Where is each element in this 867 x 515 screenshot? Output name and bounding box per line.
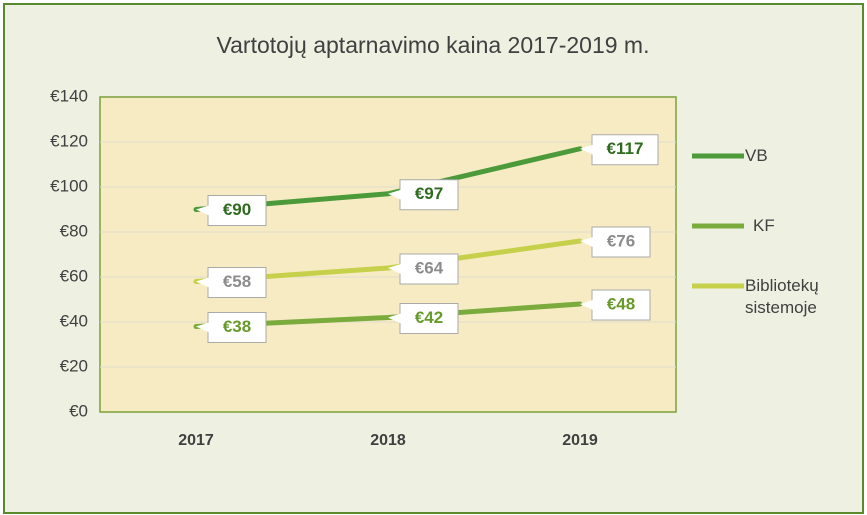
y-tick-label: €120 [50,131,88,150]
data-label-box [207,267,267,298]
plot-area [99,96,677,413]
data-label-pointer [196,205,209,216]
data-label-box [591,289,651,321]
data-label: €90 [223,200,251,219]
y-tick-label: €100 [50,176,88,195]
data-label-box [591,226,651,258]
data-label-box [591,134,659,166]
data-label-box [399,253,459,285]
data-label-box [207,312,267,343]
x-tick-label: 2018 [370,432,406,449]
data-label-pointer [580,300,593,310]
y-tick-label: €20 [60,356,88,375]
data-label-box [399,179,459,211]
data-label: €58 [223,272,251,291]
y-tick-label: €60 [60,266,88,285]
data-label-box [399,303,459,334]
y-tick-label: €80 [60,221,88,240]
data-label-pointer [580,237,593,247]
legend-label: KF [753,216,775,235]
data-label-pointer [196,277,209,288]
data-label-pointer [388,264,401,274]
data-label: €64 [415,258,444,277]
data-label: €48 [607,294,635,313]
data-label-pointer [196,322,209,333]
legend-label: VB [745,146,768,165]
data-label: €42 [415,308,443,327]
data-label: €38 [223,317,251,336]
data-label: €117 [607,139,644,158]
x-tick-label: 2017 [178,432,214,449]
y-tick-label: €0 [69,401,88,420]
data-label-pointer [388,313,401,324]
data-label-box [207,195,267,226]
y-tick-label: €140 [50,86,88,105]
data-label-pointer [388,189,401,200]
data-label: €76 [607,231,635,250]
legend-label: Bibliotekų sistemoje [745,276,819,317]
data-label-pointer [580,144,593,155]
y-tick-label: €40 [60,311,88,330]
x-tick-label: 2019 [562,432,598,449]
data-label: €97 [415,184,443,203]
chart-title: Vartotojų aptarnavimo kaina 2017-2019 m. [216,32,649,58]
